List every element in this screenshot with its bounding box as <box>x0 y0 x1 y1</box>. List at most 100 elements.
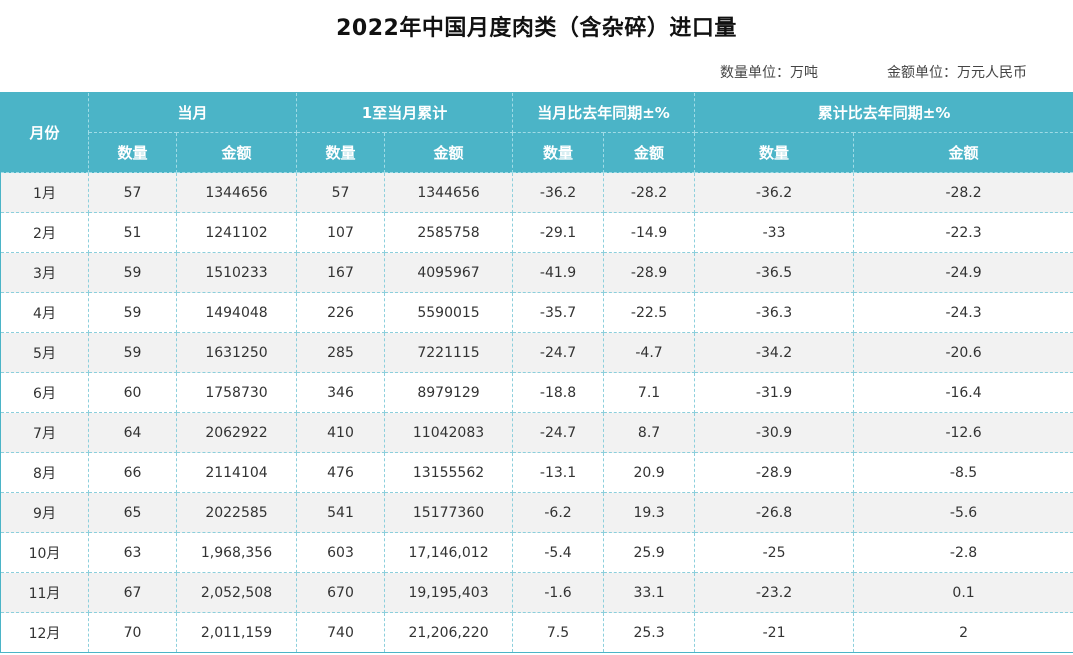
table-cell: 1631250 <box>175 332 298 373</box>
table-cell: 65 <box>88 492 177 533</box>
table-cell: 57 <box>296 172 386 213</box>
table-cell: -28.9 <box>603 252 696 293</box>
month-cell: 7月 <box>0 412 89 453</box>
table-cell: -36.3 <box>694 292 855 333</box>
table-cell: 0.1 <box>853 572 1073 613</box>
table-cell: 7.1 <box>603 372 696 413</box>
table-cell: -21 <box>694 612 855 653</box>
table-cell: 57 <box>88 172 177 213</box>
amount-unit-label: 金额单位：万元人民币 <box>887 65 1027 81</box>
table-cell: 1510233 <box>175 252 298 293</box>
table-cell: -41.9 <box>512 252 605 293</box>
table-cell: 167 <box>296 252 386 293</box>
month-cell: 1月 <box>0 172 89 213</box>
month-cell: 11月 <box>0 572 89 613</box>
table-cell: -28.9 <box>694 452 855 493</box>
column-header-month: 月份 <box>0 92 89 173</box>
table-body: 1月 57 1344656 57 1344656 -36.2 -28.2 -36.2 -28.2… <box>0 172 1073 653</box>
table-row: 1月 57 1344656 57 1344656 -36.2 -28.2 -36.2 -28.2 <box>0 172 1073 213</box>
table-cell: -36.2 <box>694 172 855 213</box>
table-cell: -28.2 <box>853 172 1073 213</box>
month-cell: 12月 <box>0 612 89 653</box>
table-cell: 25.3 <box>603 612 696 653</box>
table-cell: -20.6 <box>853 332 1073 373</box>
table-cell: -13.1 <box>512 452 605 493</box>
table-cell: -29.1 <box>512 212 605 253</box>
table-cell: -31.9 <box>694 372 855 413</box>
table-cell: -23.2 <box>694 572 855 613</box>
table-cell: -22.5 <box>603 292 696 333</box>
month-cell: 9月 <box>0 492 89 533</box>
table-cell: 33.1 <box>603 572 696 613</box>
table-cell: 8979129 <box>384 372 514 413</box>
table-cell: 541 <box>296 492 386 533</box>
table-cell: 13155562 <box>384 452 514 493</box>
table-cell: 21,206,220 <box>384 612 514 653</box>
table-cell: 226 <box>296 292 386 333</box>
table-cell: 63 <box>88 532 177 573</box>
table-cell: 2,011,159 <box>175 612 298 653</box>
table-cell: -6.2 <box>512 492 605 533</box>
table-cell: 1344656 <box>384 172 514 213</box>
table-cell: 4095967 <box>384 252 514 293</box>
table-cell: -26.8 <box>694 492 855 533</box>
table-cell: -28.2 <box>603 172 696 213</box>
table-cell: 2,052,508 <box>175 572 298 613</box>
table-row: 2月 51 1241102 107 2585758 -29.1 -14.9 -33 -22.3 <box>0 212 1073 253</box>
column-header-quantity: 数量 <box>296 132 386 173</box>
table-cell: 346 <box>296 372 386 413</box>
table-cell: -25 <box>694 532 855 573</box>
table-cell: -36.5 <box>694 252 855 293</box>
table-cell: 20.9 <box>603 452 696 493</box>
table-row: 7月 64 2062922 410 11042083 -24.7 8.7 -30.9 -12.6 <box>0 412 1073 453</box>
month-cell: 10月 <box>0 532 89 573</box>
table-cell: 740 <box>296 612 386 653</box>
table-cell: -24.3 <box>853 292 1073 333</box>
column-header-amount: 金额 <box>603 132 696 173</box>
table-row: 4月 59 1494048 226 5590015 -35.7 -22.5 -36.3 -24.… <box>0 292 1073 333</box>
table-cell: -33 <box>694 212 855 253</box>
table-cell: 70 <box>88 612 177 653</box>
column-header-quantity: 数量 <box>88 132 177 173</box>
table-cell: 476 <box>296 452 386 493</box>
table-cell: 60 <box>88 372 177 413</box>
table-cell: 7.5 <box>512 612 605 653</box>
table-cell: 1,968,356 <box>175 532 298 573</box>
month-cell: 4月 <box>0 292 89 333</box>
table-cell: -14.9 <box>603 212 696 253</box>
table-cell: 59 <box>88 332 177 373</box>
table-row: 9月 65 2022585 541 15177360 -6.2 19.3 -26.8 -5.6 <box>0 492 1073 533</box>
table-cell: 1344656 <box>175 172 298 213</box>
table-row: 6月 60 1758730 346 8979129 -18.8 7.1 -31.9 -16.4 <box>0 372 1073 413</box>
group-header-current-month: 当月 <box>87 92 298 133</box>
table-cell: -16.4 <box>853 372 1073 413</box>
table-cell: 107 <box>296 212 386 253</box>
table-cell: 15177360 <box>384 492 514 533</box>
table-cell: -8.5 <box>853 452 1073 493</box>
table-cell: 2114104 <box>175 452 298 493</box>
table-row: 12月 70 2,011,159 740 21,206,220 7.5 25.3 -21 2 <box>0 612 1073 653</box>
header-row-sub: 数量 金额 数量 金额 数量 金额 数量 金额 <box>1 132 1073 173</box>
table-cell: -24.7 <box>512 332 605 373</box>
table-cell: 1758730 <box>175 372 298 413</box>
table-cell: 67 <box>88 572 177 613</box>
table-cell: 670 <box>296 572 386 613</box>
column-header-quantity: 数量 <box>694 132 855 173</box>
table-cell: -12.6 <box>853 412 1073 453</box>
table-cell: 25.9 <box>603 532 696 573</box>
table-cell: 1241102 <box>175 212 298 253</box>
table-cell: -35.7 <box>512 292 605 333</box>
table-cell: -24.9 <box>853 252 1073 293</box>
table-cell: 2022585 <box>175 492 298 533</box>
quantity-unit-label: 数量单位：万吨 <box>720 65 818 81</box>
table-cell: 1494048 <box>175 292 298 333</box>
column-header-quantity: 数量 <box>512 132 605 173</box>
month-cell: 6月 <box>0 372 89 413</box>
group-header-cumulative-yoy: 累计比去年同期±% <box>694 92 1073 133</box>
table-row: 11月 67 2,052,508 670 19,195,403 -1.6 33.1 -23.2… <box>0 572 1073 613</box>
table-cell: 8.7 <box>603 412 696 453</box>
month-cell: 2月 <box>0 212 89 253</box>
table-cell: 2 <box>853 612 1073 653</box>
page-title: 2022年中国月度肉类（含杂碎）进口量 <box>336 16 737 41</box>
table-cell: -22.3 <box>853 212 1073 253</box>
